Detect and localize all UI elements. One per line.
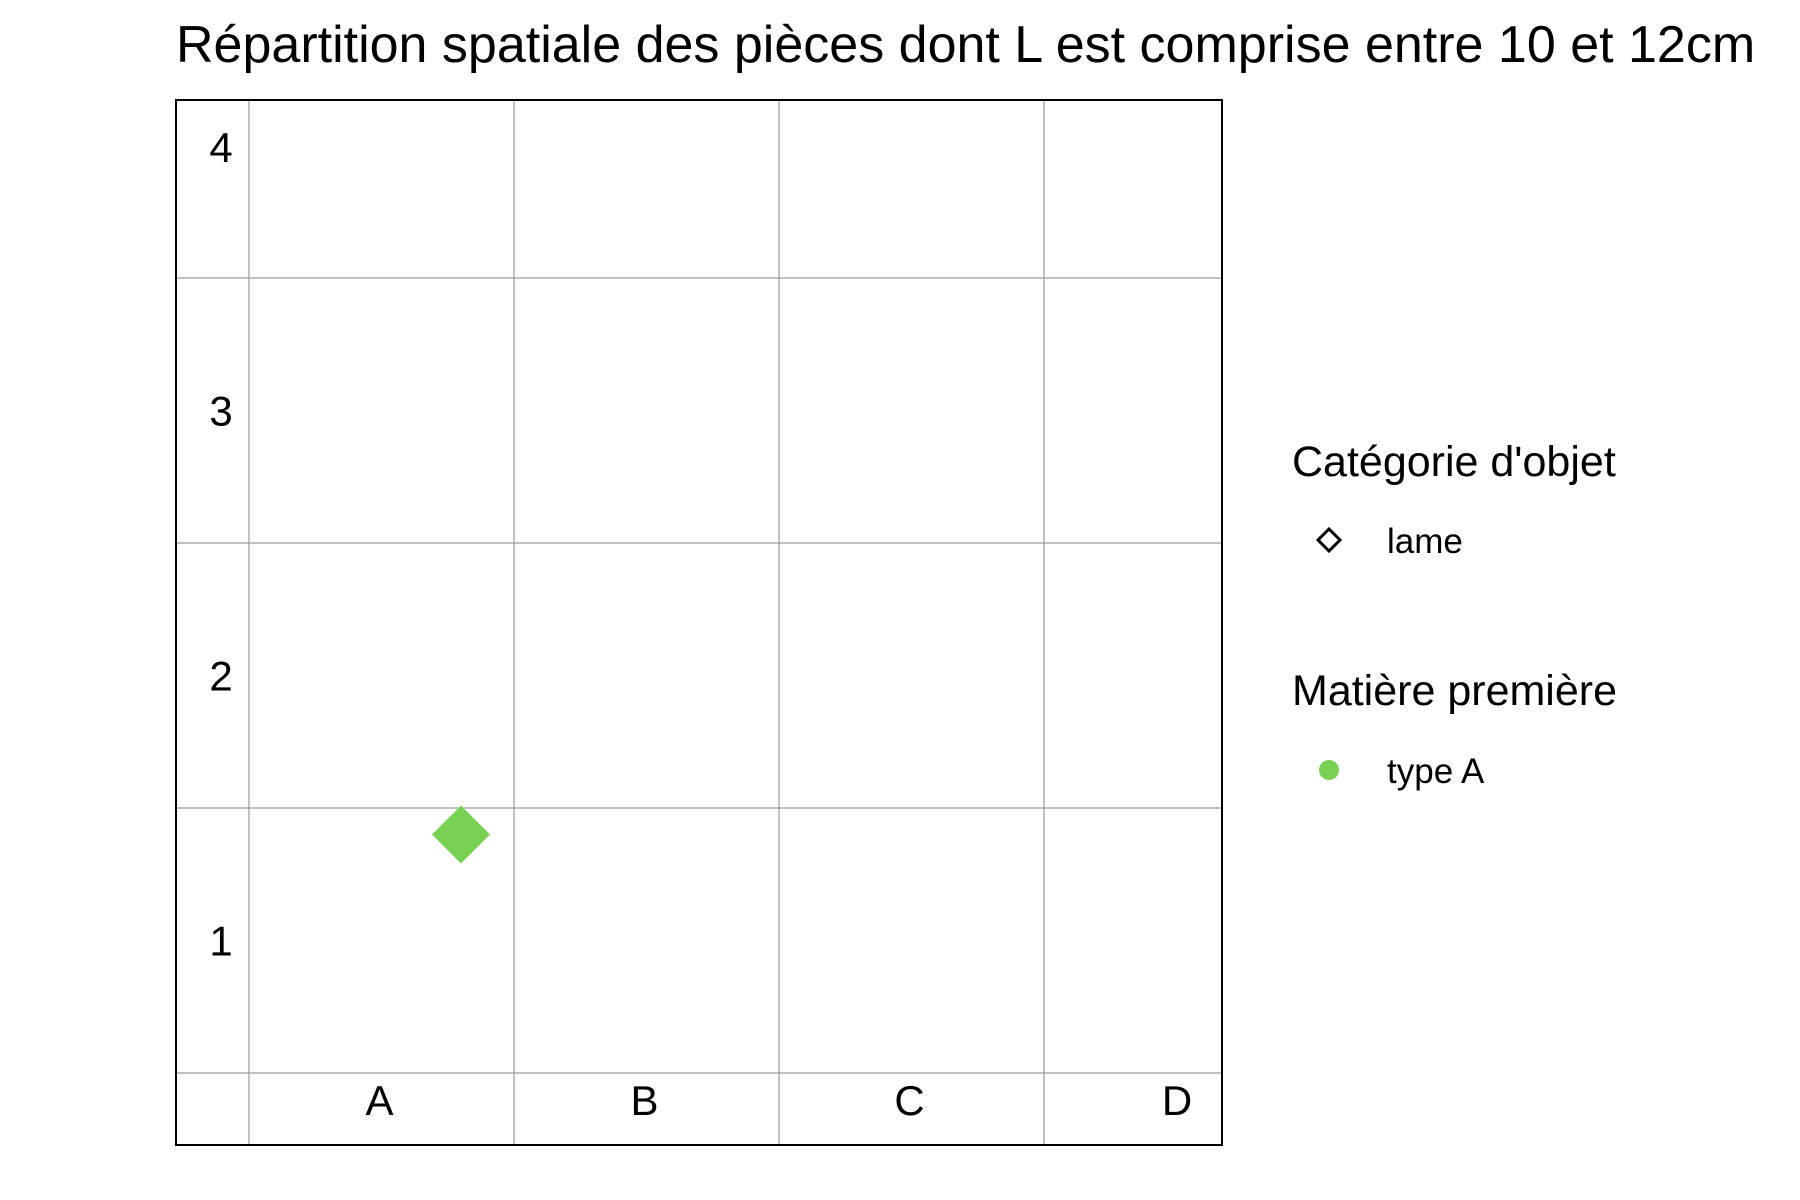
x-tick-label: B bbox=[630, 1077, 658, 1124]
data-points bbox=[432, 805, 490, 864]
legend-marker-lame bbox=[1315, 526, 1343, 554]
y-tick-label: 4 bbox=[209, 124, 232, 171]
x-tick-label: C bbox=[894, 1077, 924, 1124]
legend: Catégorie d'objet lame Matière première … bbox=[1292, 438, 1617, 791]
legend-label-type-a: type A bbox=[1387, 752, 1485, 791]
legend-label-lame: lame bbox=[1387, 522, 1463, 561]
y-tick-label: 1 bbox=[209, 918, 232, 965]
legend-group-material: Matière première type A bbox=[1292, 667, 1617, 791]
legend-marker-type-a bbox=[1319, 760, 1339, 780]
x-tick-labels: A B C D bbox=[365, 1077, 1192, 1124]
chart-title: Répartition spatiale des pièces dont L e… bbox=[176, 16, 1755, 74]
legend-title-category: Catégorie d'objet bbox=[1292, 438, 1616, 486]
legend-title-material: Matière première bbox=[1292, 667, 1617, 715]
x-tick-label: D bbox=[1162, 1077, 1192, 1124]
plot-border bbox=[175, 99, 1223, 1146]
x-tick-label: A bbox=[365, 1077, 393, 1124]
data-point-diamond bbox=[432, 805, 490, 864]
y-tick-labels: 1 2 3 4 bbox=[209, 124, 232, 965]
y-tick-label: 2 bbox=[209, 653, 232, 700]
legend-group-category: Catégorie d'objet lame bbox=[1292, 438, 1616, 561]
grid-lines bbox=[176, 100, 1222, 1145]
y-tick-label: 3 bbox=[209, 388, 232, 435]
